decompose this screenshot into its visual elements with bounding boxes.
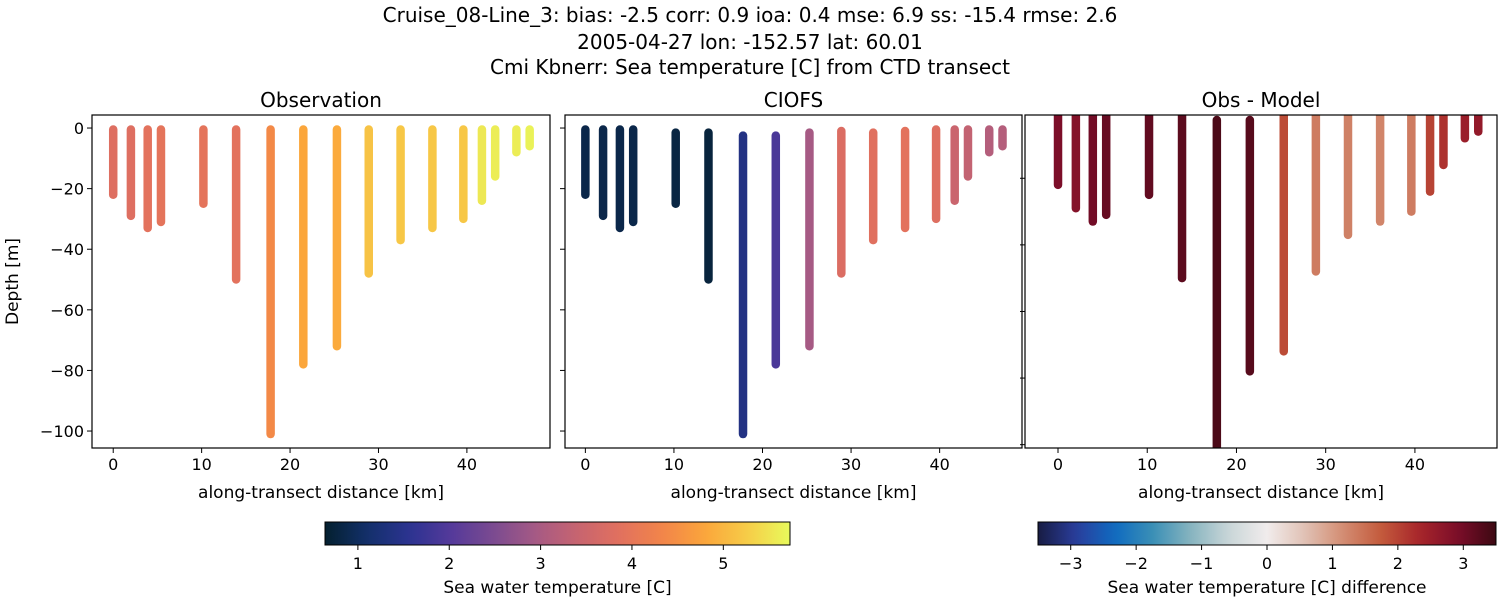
colorbar-tick-label: −1: [1190, 554, 1214, 573]
figure-title-line-2: 2005-04-27 lon: -152.57 lat: 60.01: [577, 30, 923, 54]
y-tick-label: −60: [50, 301, 84, 320]
y-tick-label: −20: [50, 180, 84, 199]
axes-frame: [1024, 114, 1498, 449]
colorbar-difference: −3 −2 −1 0 1 2 3 Sea water temperature [C] diff…: [1037, 521, 1497, 598]
colorbar-tick-label: 3: [1458, 554, 1468, 573]
x-tick-label: 30: [368, 455, 388, 474]
panel-ciofs: 0 10 20 30 40 CIOFS along-transect distance [k…: [560, 88, 1023, 503]
x-tick-label: 0: [580, 455, 590, 474]
y-tick-label: −40: [50, 240, 84, 259]
colorbar-tick-label: −2: [1124, 554, 1148, 573]
x-tick-label: 0: [1053, 455, 1063, 474]
x-axis-label: along-transect distance [km]: [198, 483, 444, 503]
colorbar-tick-label: −3: [1059, 554, 1083, 573]
x-tick-label: 10: [664, 455, 684, 474]
colorbar-label: Sea water temperature [C] difference: [1107, 578, 1426, 598]
y-tick-label: −80: [50, 361, 84, 380]
axes-frame: [564, 114, 1023, 449]
colorbar-tick-label: 3: [536, 554, 546, 573]
colorbar-bar: [1037, 521, 1497, 546]
panel-title: Observation: [260, 88, 382, 112]
data-markers: [581, 125, 1007, 439]
x-tick-label: 40: [929, 455, 949, 474]
colorbar-temperature: 1 2 3 4 5 Sea water temperature [C]: [324, 521, 791, 598]
figure-title-line-3: Cmi Kbnerr: Sea temperature [C] from CTD…: [490, 55, 1010, 79]
x-tick-label: 10: [191, 455, 211, 474]
axes-frame: [91, 114, 551, 449]
x-axis-label: along-transect distance [km]: [671, 483, 917, 503]
colorbar-tick-label: 1: [1327, 554, 1337, 573]
colorbar-tick-label: 1: [353, 554, 363, 573]
colorbar-bar: [324, 521, 791, 546]
colorbar-tick-label: 5: [718, 554, 728, 573]
x-tick-label: 20: [752, 455, 772, 474]
x-tick-label: 30: [841, 455, 861, 474]
figure-title-line-1: Cruise_08-Line_3: bias: -2.5 corr: 0.9 i…: [382, 3, 1118, 27]
panel-observation: 0 10 20 30 40 0 −20 −40 −60 −80 −100 Observation alo…: [3, 88, 551, 503]
x-tick-label: 20: [1226, 455, 1246, 474]
colorbar-label: Sea water temperature [C]: [443, 578, 671, 598]
x-tick-label: 20: [280, 455, 300, 474]
y-tick-label: 0: [74, 119, 84, 138]
colorbar-tick-label: 2: [1393, 554, 1403, 573]
data-markers: [1053, 115, 1483, 448]
y-tick-label: −100: [40, 422, 84, 441]
colorbar-tick-label: 2: [444, 554, 454, 573]
x-tick-label: 40: [457, 455, 477, 474]
x-axis-label: along-transect distance [km]: [1138, 483, 1384, 503]
x-tick-label: 10: [1137, 455, 1157, 474]
panel-title: CIOFS: [764, 88, 823, 112]
x-tick-label: 30: [1316, 455, 1336, 474]
panel-title: Obs - Model: [1202, 88, 1321, 112]
colorbar-tick-label: 0: [1262, 554, 1272, 573]
x-tick-label: 0: [108, 455, 118, 474]
y-axis-label: Depth [m]: [3, 238, 23, 325]
colorbar-tick-label: 4: [627, 554, 637, 573]
panel-obs-model: 0 10 20 30 40 Obs - Model along-transect dista…: [1020, 88, 1498, 503]
data-markers: [108, 125, 534, 439]
x-tick-label: 40: [1405, 455, 1425, 474]
